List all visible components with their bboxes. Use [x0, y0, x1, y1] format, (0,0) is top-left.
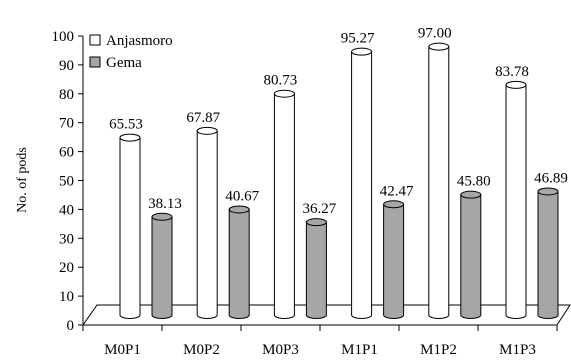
data-label: 36.27 — [303, 201, 337, 217]
data-label: 46.89 — [534, 170, 568, 186]
bar-top — [460, 190, 482, 199]
bar-gema-m0p3 — [305, 218, 327, 319]
bar-top — [428, 42, 450, 51]
bar-body — [228, 208, 250, 319]
x-tick-label: M1P1 — [341, 342, 378, 358]
bar-anjasmoro-m0p1 — [119, 133, 141, 319]
bar-body — [273, 93, 295, 319]
data-label: 67.87 — [186, 110, 220, 126]
y-tick-label: 10 — [59, 289, 74, 305]
bar-top — [273, 89, 295, 98]
bar-anjasmoro-m1p1 — [351, 47, 373, 319]
x-tick-label: M0P1 — [104, 342, 141, 358]
bar-body — [505, 84, 527, 319]
bar-body — [537, 190, 559, 319]
legend: Anjasmoro Gema — [89, 33, 173, 71]
bar-anjasmoro-m1p3 — [505, 80, 527, 319]
bar-top — [537, 187, 559, 196]
data-label: 95.27 — [341, 31, 375, 47]
y-tick-label: 0 — [67, 318, 75, 334]
bar-body — [305, 221, 327, 319]
y-tick-label: 30 — [59, 231, 74, 247]
bar-top — [383, 200, 405, 209]
y-tick-label: 80 — [59, 87, 74, 103]
legend-swatch-gema — [89, 56, 101, 68]
bar-body — [351, 51, 373, 319]
y-tick-label: 70 — [59, 116, 74, 132]
bar-body — [119, 137, 141, 319]
data-label: 38.13 — [148, 196, 182, 212]
data-label: 83.78 — [495, 64, 529, 80]
legend-swatch-anjasmoro — [89, 34, 101, 46]
bar-gema-m1p2 — [460, 190, 482, 319]
y-tick-label: 40 — [59, 202, 74, 218]
bar-gema-m0p1 — [151, 212, 173, 319]
data-label: 45.80 — [457, 174, 491, 190]
y-tick-label: 20 — [59, 260, 74, 276]
bar-top — [505, 80, 527, 89]
bar-top — [151, 212, 173, 221]
legend-label-anjasmoro: Anjasmoro — [106, 33, 173, 49]
y-axis: 0 10 20 30 40 50 60 70 80 90 100 — [52, 29, 84, 334]
bars — [119, 42, 559, 319]
bar-gema-m1p3 — [537, 187, 559, 319]
data-label: 42.47 — [380, 183, 414, 199]
x-tick-label: M1P2 — [420, 342, 457, 358]
x-tick-label: M1P3 — [499, 342, 536, 358]
x-tick-label: M0P3 — [262, 342, 299, 358]
data-label: 97.00 — [418, 26, 452, 42]
bar-top — [351, 47, 373, 56]
y-ticks: 0 10 20 30 40 50 60 70 80 90 100 — [52, 29, 83, 334]
bar-body — [383, 203, 405, 319]
bar-top — [228, 205, 250, 214]
data-labels: 65.53 67.87 80.73 95.27 97.00 83.78 38.13 40.67… — [109, 26, 568, 218]
bar-body — [428, 46, 450, 319]
data-label: 65.53 — [109, 117, 143, 133]
bar-body — [151, 216, 173, 319]
y-tick-label: 100 — [52, 29, 75, 45]
data-label: 40.67 — [225, 188, 259, 204]
bar-top — [305, 218, 327, 227]
y-tick-label: 50 — [59, 174, 74, 190]
y-axis-title: No. of pods — [15, 147, 30, 213]
bar-anjasmoro-m1p2 — [428, 42, 450, 319]
bar-top — [119, 133, 141, 142]
bar-gema-m1p1 — [383, 200, 405, 319]
data-label: 80.73 — [264, 73, 298, 89]
bar-body — [196, 130, 218, 319]
legend-label-gema: Gema — [106, 55, 142, 71]
y-tick-label: 90 — [59, 58, 74, 74]
y-tick-label: 60 — [59, 145, 74, 161]
x-ticks: M0P1 M0P2 M0P3 M1P1 M1P2 M1P3 — [82, 325, 558, 358]
bar-gema-m0p2 — [228, 205, 250, 319]
bar-anjasmoro-m0p2 — [196, 126, 218, 319]
x-tick-label: M0P2 — [183, 342, 220, 358]
bar-body — [460, 194, 482, 319]
bar-top — [196, 126, 218, 135]
bar-anjasmoro-m0p3 — [273, 89, 295, 319]
